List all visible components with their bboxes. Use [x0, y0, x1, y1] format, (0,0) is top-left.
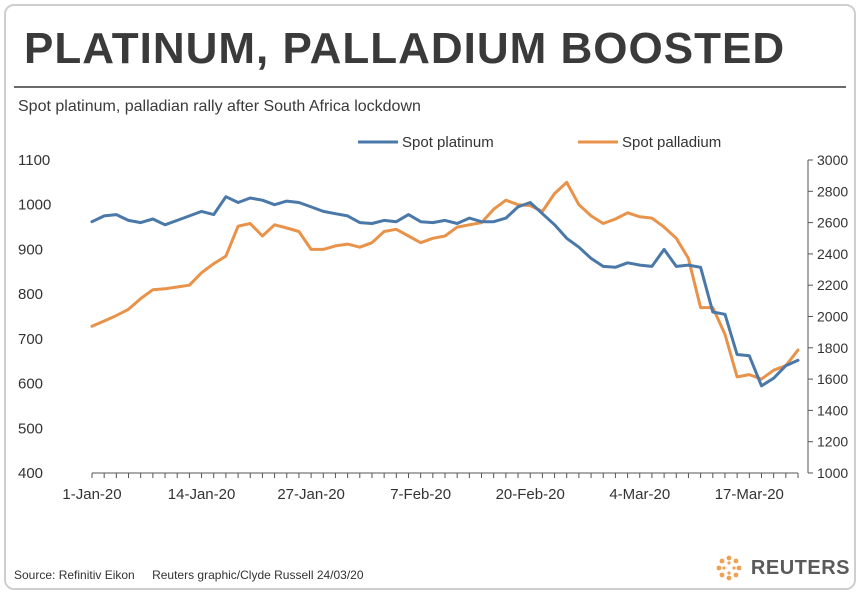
x-tick-label: 4-Mar-20 [609, 486, 670, 503]
y-right-tick-label: 1200 [817, 434, 848, 450]
y-right-tick-label: 1800 [817, 340, 848, 356]
chart-subtitle: Spot platinum, palladian rally after Sou… [18, 98, 421, 115]
series-line-palladium [90, 180, 800, 381]
axes: 1-Jan-20 14-Jan-20 27-Jan-20 7-Feb-20 20-Feb… [18, 152, 848, 503]
y-left-tick-label: 900 [18, 241, 43, 258]
y-right-tick-label: 2800 [817, 183, 848, 199]
y-left-tick-label: 1000 [18, 197, 51, 214]
y-right-tick-label: 2400 [817, 246, 848, 262]
legend-label: Spot platinum [402, 134, 494, 151]
y-left-tick-label: 700 [18, 331, 43, 348]
legend: Spot platinum Spot palladium [358, 134, 721, 151]
x-tick-label: 14-Jan-20 [168, 486, 236, 503]
y-right-tick-label: 1000 [817, 465, 848, 481]
x-tick-label: 27-Jan-20 [277, 486, 345, 503]
y-right-tick-label: 2000 [817, 309, 848, 325]
x-tick-label: 17-Mar-20 [715, 486, 784, 503]
x-tick-label: 7-Feb-20 [390, 486, 451, 503]
y-right-tick-label: 1600 [817, 371, 848, 387]
y-left-tick-label: 400 [18, 465, 43, 482]
y-left-tick-label: 800 [18, 286, 43, 303]
brand-name: REUTERS [750, 556, 850, 579]
title-divider [14, 86, 846, 88]
source-text: Source: Refinitiv Eikon [14, 568, 135, 582]
y-right-tick-label: 2200 [817, 277, 848, 293]
source-note: Source: Refinitiv Eikon Reuters graphic/… [14, 568, 378, 582]
y-left-tick-label: 1100 [18, 152, 50, 169]
y-right-tick-label: 1400 [817, 402, 848, 418]
reuters-logo-icon [716, 555, 742, 581]
x-tick-label: 1-Jan-20 [62, 486, 121, 503]
chart-title: PLATINUM, PALLADIUM BOOSTED [24, 24, 786, 73]
series-lines [90, 180, 800, 388]
chart-frame: PLATINUM, PALLADIUM BOOSTED Spot platinu… [4, 4, 856, 590]
credit-text: Reuters graphic/Clyde Russell 24/03/20 [152, 568, 364, 582]
reuters-brand: REUTERS [715, 554, 850, 582]
legend-label: Spot palladium [622, 134, 721, 151]
y-right-tick-label: 2600 [817, 215, 848, 231]
x-tick-label: 20-Feb-20 [496, 486, 565, 503]
y-left-tick-label: 600 [18, 376, 43, 393]
y-right-tick-label: 3000 [817, 152, 848, 168]
series-line-platinum [90, 195, 800, 388]
y-left-tick-label: 500 [18, 420, 43, 437]
